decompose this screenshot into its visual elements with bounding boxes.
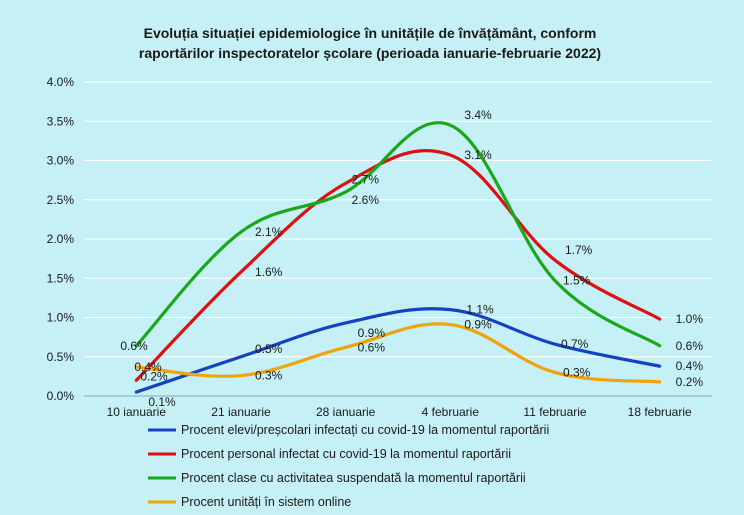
y-tick-label: 0.0% (47, 389, 75, 403)
y-tick-label: 0.5% (47, 350, 75, 364)
series-line-1 (134, 307, 662, 394)
data-label: 0.2% (676, 375, 704, 389)
series-line-2 (134, 149, 662, 382)
legend-label: Procent clase cu activitatea suspendată … (181, 471, 526, 485)
y-tick-label: 2.0% (47, 232, 75, 246)
x-axis-ticks: 10 ianuarie 21 ianuarie 28 ianuarie 4 febru… (107, 405, 692, 419)
y-tick-label: 4.0% (47, 75, 75, 89)
x-tick-label: 21 ianuarie (211, 405, 271, 419)
data-label: 0.6% (120, 339, 148, 353)
x-tick-label: 4 februarie (422, 405, 480, 419)
y-tick-label: 1.0% (47, 311, 75, 325)
data-label: 0.7% (561, 337, 589, 351)
data-label: 0.4% (134, 360, 162, 374)
legend-label: Procent elevi/preșcolari infectați cu co… (181, 423, 549, 437)
grid-lines (84, 81, 712, 397)
data-label: 1.1% (466, 303, 494, 317)
data-label: 1.5% (563, 274, 591, 288)
series-line-3 (134, 121, 662, 348)
data-label: 2.7% (352, 172, 380, 186)
data-label: 3.4% (464, 108, 492, 122)
x-tick-label: 11 februarie (523, 405, 586, 419)
data-label: 0.9% (358, 326, 386, 340)
data-label: 0.1% (148, 395, 176, 409)
series-lines (134, 121, 662, 394)
data-label: 1.0% (676, 312, 704, 326)
data-label: 0.2% (140, 369, 168, 383)
x-tick-label: 10 ianuarie (107, 405, 167, 419)
y-axis-ticks: 0.0% 0.5% 1.0% 1.5% 2.0% 2.5% 3.0% 3.5% 4.0% (47, 75, 75, 403)
data-label: 0.4% (676, 359, 704, 373)
y-tick-label: 3.5% (47, 114, 75, 128)
chart-title-line-2: raportărilor inspectoratelor școlare (pe… (139, 45, 601, 61)
series-line-4 (134, 322, 662, 384)
data-label: 0.9% (464, 318, 492, 332)
y-tick-label: 1.5% (47, 271, 75, 285)
data-label: 0.5% (255, 342, 283, 356)
data-label: 0.3% (563, 365, 591, 379)
data-label: 2.1% (255, 225, 283, 239)
legend-label: Procent personal infectat cu covid-19 la… (181, 447, 511, 461)
data-label: 0.6% (676, 339, 704, 353)
data-label: 2.6% (352, 193, 380, 207)
data-label: 1.6% (255, 265, 283, 279)
chart-title-line-1: Evoluția situației epidemiologice în uni… (144, 25, 597, 41)
x-tick-label: 18 februarie (628, 405, 692, 419)
y-tick-label: 2.5% (47, 193, 75, 207)
y-tick-label: 3.0% (47, 154, 75, 168)
data-label: 1.7% (565, 243, 593, 257)
data-label: 0.6% (358, 340, 386, 354)
legend-label: Procent unități în sistem online (181, 495, 351, 509)
data-labels: 0.1%0.5%0.9%1.1%0.7%0.4%0.2%1.6%2.7%3.1%… (120, 108, 703, 409)
data-label: 0.3% (255, 369, 283, 383)
data-label: 3.1% (464, 148, 492, 162)
legend: Procent elevi/preșcolari infectați cu co… (148, 423, 549, 509)
x-tick-label: 28 ianuarie (316, 405, 376, 419)
